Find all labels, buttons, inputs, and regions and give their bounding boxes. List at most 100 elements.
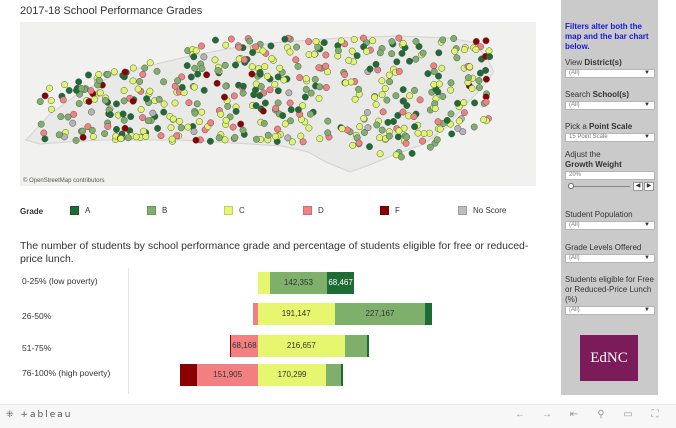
school-marker[interactable] (460, 99, 468, 107)
school-marker[interactable] (46, 84, 54, 92)
school-marker[interactable] (447, 110, 455, 118)
school-marker[interactable] (485, 47, 493, 55)
growth-weight-input[interactable]: 20% (565, 171, 655, 180)
school-marker[interactable] (378, 77, 386, 85)
school-marker[interactable] (120, 87, 128, 94)
school-marker[interactable] (292, 56, 300, 64)
school-marker[interactable] (281, 35, 289, 43)
school-marker[interactable] (190, 83, 198, 91)
school-marker[interactable] (121, 68, 129, 76)
school-marker[interactable] (113, 100, 120, 108)
school-marker[interactable] (443, 116, 451, 124)
school-marker[interactable] (41, 135, 49, 143)
school-marker[interactable] (388, 38, 396, 46)
school-marker[interactable] (137, 106, 145, 113)
school-marker[interactable] (119, 110, 127, 118)
school-marker[interactable] (117, 135, 125, 143)
school-marker[interactable] (424, 70, 432, 78)
school-marker[interactable] (101, 97, 109, 104)
school-marker[interactable] (379, 108, 387, 116)
school-marker[interactable] (190, 53, 198, 61)
school-marker[interactable] (376, 150, 384, 158)
school-marker[interactable] (47, 97, 55, 105)
school-marker[interactable] (176, 117, 183, 125)
school-marker[interactable] (439, 93, 447, 100)
school-marker[interactable] (72, 136, 80, 144)
school-marker[interactable] (271, 80, 279, 88)
school-marker[interactable] (435, 49, 443, 57)
school-marker[interactable] (415, 43, 423, 50)
school-marker[interactable] (393, 58, 401, 66)
school-marker[interactable] (160, 108, 168, 116)
decrement-button[interactable]: ◀ (633, 182, 643, 191)
school-marker[interactable] (268, 55, 276, 63)
school-marker[interactable] (408, 149, 416, 157)
school-marker[interactable] (439, 36, 447, 44)
bar-segment-b[interactable] (344, 335, 367, 357)
school-marker[interactable] (359, 34, 367, 42)
school-marker[interactable] (486, 53, 494, 61)
school-marker[interactable] (252, 135, 260, 143)
school-marker[interactable] (390, 118, 397, 125)
school-marker[interactable] (87, 87, 95, 95)
school-marker[interactable] (212, 36, 219, 44)
school-marker[interactable] (399, 86, 407, 94)
school-marker[interactable] (453, 54, 461, 62)
school-marker[interactable] (472, 46, 480, 54)
school-marker[interactable] (78, 85, 85, 92)
school-marker[interactable] (412, 38, 420, 45)
school-marker[interactable] (294, 106, 302, 114)
school-marker[interactable] (476, 69, 484, 77)
school-marker[interactable] (215, 134, 223, 142)
school-marker[interactable] (394, 133, 402, 141)
school-marker[interactable] (246, 37, 254, 45)
grade-levels-dropdown[interactable]: (All) ▼ (565, 254, 655, 263)
school-marker[interactable] (91, 95, 99, 103)
school-marker[interactable] (322, 84, 330, 91)
redo-icon[interactable]: → (542, 409, 552, 420)
school-marker[interactable] (195, 118, 203, 126)
school-marker[interactable] (322, 62, 330, 70)
school-marker[interactable] (192, 47, 200, 55)
school-marker[interactable] (366, 65, 374, 73)
school-marker[interactable] (146, 59, 154, 67)
school-marker[interactable] (438, 64, 446, 72)
school-marker[interactable] (174, 77, 182, 85)
school-search-input[interactable]: (All) ▼ (565, 101, 655, 110)
school-marker[interactable] (360, 115, 368, 122)
school-marker[interactable] (406, 57, 413, 65)
school-marker[interactable] (296, 74, 304, 82)
school-marker[interactable] (41, 92, 49, 100)
school-marker[interactable] (61, 81, 68, 89)
school-marker[interactable] (157, 132, 165, 140)
school-marker[interactable] (95, 70, 103, 78)
school-marker[interactable] (363, 47, 371, 55)
school-marker[interactable] (350, 36, 358, 43)
school-marker[interactable] (480, 116, 487, 124)
school-marker[interactable] (213, 79, 221, 87)
school-marker[interactable] (471, 99, 479, 107)
school-marker[interactable] (315, 94, 323, 102)
legend-item-a[interactable]: A (70, 206, 90, 215)
point-scale-dropdown[interactable]: 15 Point Scale ▼ (565, 133, 655, 142)
school-marker[interactable] (475, 77, 483, 85)
school-marker[interactable] (70, 110, 78, 118)
school-marker[interactable] (272, 104, 280, 112)
school-marker[interactable] (271, 132, 279, 140)
school-marker[interactable] (65, 87, 73, 94)
school-marker[interactable] (222, 82, 230, 90)
school-marker[interactable] (69, 119, 77, 127)
school-marker[interactable] (376, 134, 383, 142)
school-marker[interactable] (154, 124, 162, 132)
school-marker[interactable] (448, 130, 456, 138)
school-marker[interactable] (274, 125, 281, 133)
lunch-dropdown[interactable]: (All) ▼ (565, 306, 655, 315)
school-marker[interactable] (40, 129, 48, 137)
school-marker[interactable] (235, 43, 243, 51)
school-marker[interactable] (399, 108, 407, 116)
school-marker[interactable] (434, 118, 442, 126)
bar-segment-a[interactable] (326, 272, 355, 294)
school-marker[interactable] (372, 101, 380, 108)
school-marker[interactable] (134, 85, 142, 93)
school-marker[interactable] (155, 95, 163, 103)
